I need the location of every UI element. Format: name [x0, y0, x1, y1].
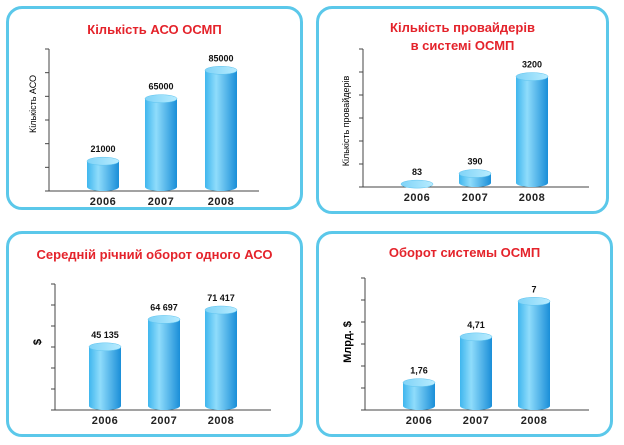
- x-tick-label: 2006: [404, 192, 430, 204]
- y-axis-label: Кількість АСО: [28, 75, 38, 133]
- x-tick-label: 2007: [148, 196, 174, 208]
- bar-cap: [204, 305, 238, 315]
- chart-title: Оборот системы ОСМП: [388, 245, 541, 260]
- bar-cap: [402, 378, 436, 387]
- chart-plot: $45 135 2006 64 697 2007 71 417 2008: [32, 283, 271, 427]
- bar-cap: [86, 156, 120, 166]
- x-tick-label: 2007: [462, 192, 488, 204]
- bar-cap: [459, 332, 493, 342]
- value-label: 85000: [208, 53, 233, 63]
- chart-title-line-1: Кількість провайдерів: [390, 20, 535, 35]
- value-label: 83: [412, 167, 422, 177]
- chart-panel-aso-count: Кількість АСО ОСМП Кількість АСО 21000 200…: [6, 6, 303, 210]
- value-label: 21000: [90, 144, 115, 154]
- bar-2008: [518, 301, 550, 410]
- x-tick-label: 2006: [90, 196, 116, 208]
- bar-cap: [400, 179, 434, 189]
- bar-2008: [205, 70, 237, 191]
- y-axis-label: $: [32, 339, 44, 345]
- chart-panel-system-turnover: Оборот системы ОСМП Млрд. $ 1,76 2006 4,71 2…: [316, 231, 613, 437]
- bar-cap: [515, 72, 549, 81]
- x-tick-label: 2008: [519, 192, 545, 204]
- chart-panel-provider-count: Кількість провайдерів в системі ОСМП Кіл…: [316, 6, 609, 214]
- x-tick-label: 2008: [208, 415, 234, 427]
- bar-cap: [144, 94, 178, 103]
- x-tick-label: 2006: [92, 415, 118, 427]
- chart-title: Кількість провайдерів в системі ОСМП: [319, 19, 606, 55]
- bar-2008: [516, 76, 548, 187]
- bar-2007: [148, 319, 180, 410]
- bar-cap: [147, 315, 181, 324]
- chart-plot: Млрд. $ 1,76 2006 4,71 2007 7 2008: [342, 277, 589, 427]
- y-axis-label: Кількість провайдерів: [341, 75, 351, 166]
- value-label: 390: [467, 157, 482, 167]
- chart-plot: Кількість АСО 21000 2006 65000 2007 85000 2008: [28, 48, 259, 208]
- x-tick-label: 2007: [463, 415, 489, 427]
- bar-2006: [87, 161, 119, 191]
- value-label: 45 135: [91, 330, 119, 340]
- x-tick-label: 2006: [406, 415, 432, 427]
- value-label: 4,71: [467, 320, 485, 330]
- bar-2008: [205, 310, 237, 410]
- bar-2006: [89, 346, 121, 410]
- bar-cap: [204, 66, 238, 75]
- bar-cap: [458, 169, 492, 178]
- bar-cap: [517, 297, 551, 306]
- bar-2006: [403, 382, 435, 410]
- y-axis-label: Млрд. $: [342, 321, 354, 363]
- chart-title: Кількість АСО ОСМП: [87, 22, 222, 37]
- value-label: 64 697: [150, 302, 178, 312]
- bar-2007: [460, 336, 492, 410]
- value-label: 3200: [522, 60, 542, 70]
- bar-2007: [145, 98, 177, 191]
- bar-cap: [88, 342, 122, 352]
- chart-plot: Кількість провайдерів 83 2006 390 2007 3200 20…: [341, 48, 589, 204]
- value-label: 65000: [148, 82, 173, 92]
- value-label: 71 417: [207, 293, 235, 303]
- x-tick-label: 2008: [521, 415, 547, 427]
- x-tick-label: 2008: [208, 196, 234, 208]
- x-tick-label: 2007: [151, 415, 177, 427]
- chart-panel-avg-turnover: Середній річний оборот одного АСО $45 13…: [6, 231, 303, 437]
- value-label: 7: [531, 284, 536, 294]
- value-label: 1,76: [410, 366, 428, 376]
- chart-title: Середній річний оборот одного АСО: [36, 247, 273, 262]
- chart-title-line-2: в системі ОСМП: [410, 38, 515, 53]
